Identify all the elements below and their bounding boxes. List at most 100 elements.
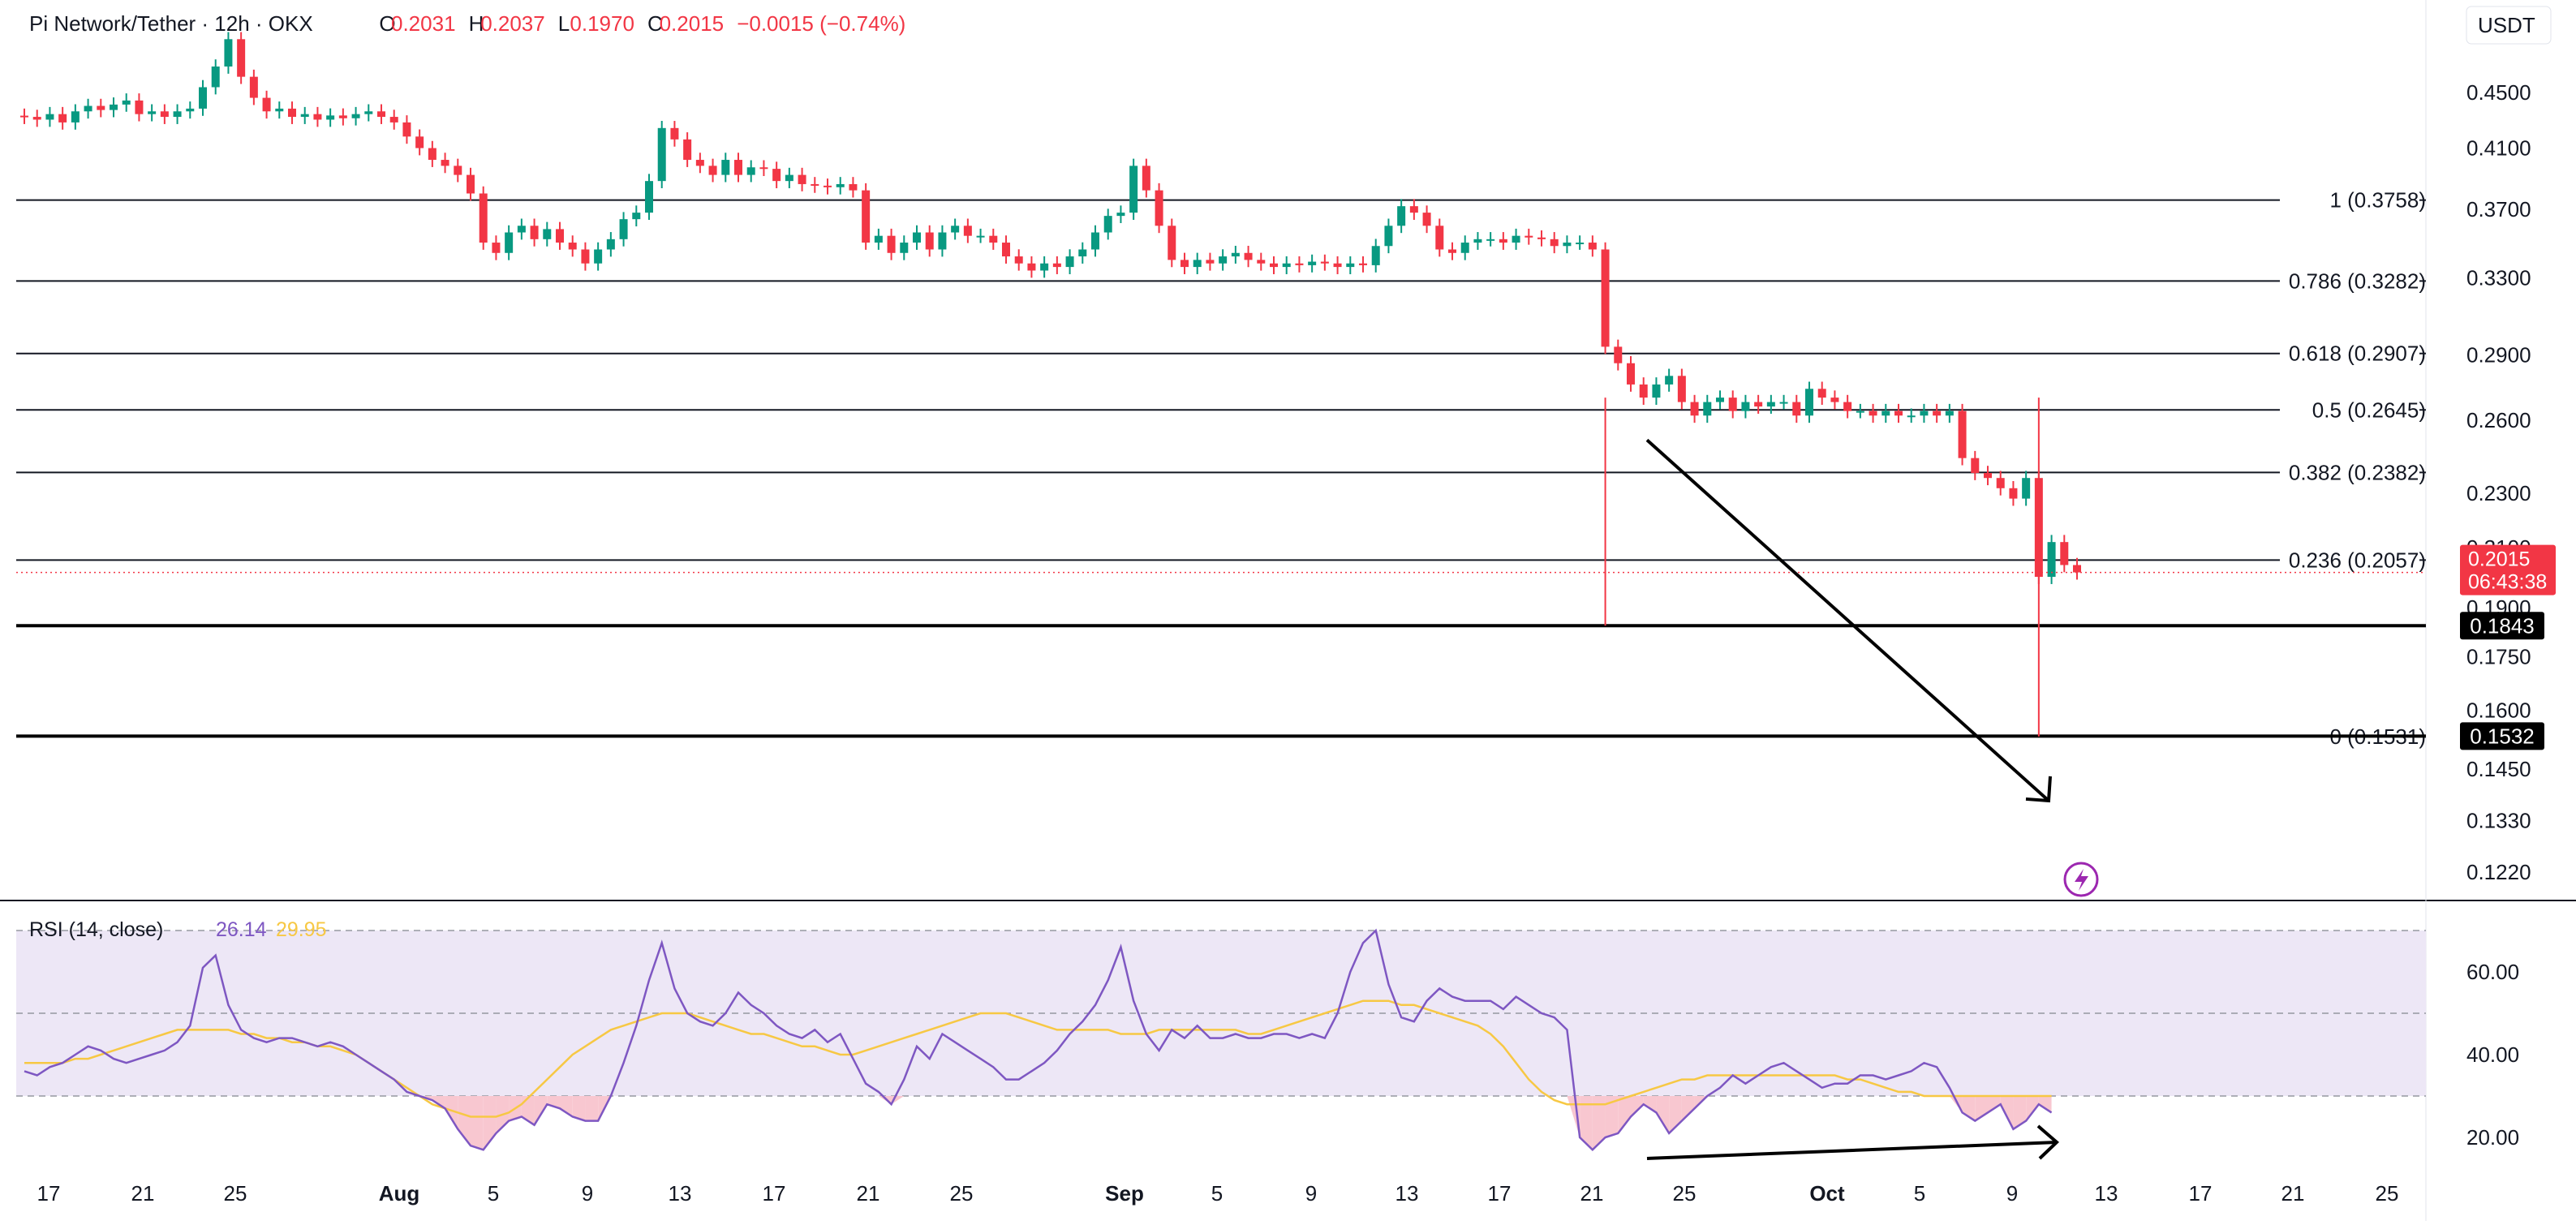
candle-body (1907, 415, 1916, 418)
candle-body (1690, 402, 1699, 416)
candle-body (1665, 376, 1674, 385)
candle-body (1435, 226, 1444, 250)
candle-body (543, 229, 552, 239)
candle-body (1040, 263, 1049, 271)
candle-body (1244, 252, 1253, 260)
candle-body (135, 100, 144, 114)
rsi-axis-tick: 60.00 (2466, 960, 2519, 984)
time-axis-tick: 9 (582, 1181, 593, 1206)
candle-body (530, 226, 539, 239)
candle-body (874, 235, 883, 243)
candle-body (1320, 261, 1329, 264)
price-axis-tick: 0.2600 (2466, 408, 2531, 432)
support-price-tag (2460, 612, 2544, 640)
candle-body (71, 111, 80, 122)
candle-body (275, 108, 284, 112)
candle-body (415, 136, 424, 148)
fib-level-label: 0.236 (0.2057) (2289, 548, 2426, 572)
candle-body (1881, 410, 1890, 416)
time-axis-tick: 17 (2189, 1181, 2213, 1206)
candle-body (1270, 263, 1278, 268)
candle-body (900, 243, 909, 253)
candle-body (759, 167, 768, 170)
rsi-oversold-fill (534, 1096, 548, 1125)
rsi-oversold-fill (2013, 1096, 2027, 1129)
candle-body (1703, 402, 1712, 416)
rsi-oversold-fill (572, 1096, 586, 1121)
rsi-oversold-fill (1656, 1096, 1670, 1133)
candle-body (989, 235, 998, 243)
rsi-oversold-fill (445, 1096, 458, 1129)
candle-body (1601, 249, 1610, 347)
time-axis-tick: Oct (1809, 1181, 1845, 1206)
candle-body (1422, 213, 1431, 226)
rsi-oversold-fill (560, 1096, 573, 1117)
candle-body (1384, 226, 1393, 247)
time-axis-tick: 17 (37, 1181, 61, 1206)
rsi-legend-name: RSI (14, close) (29, 918, 163, 941)
candle-body (824, 185, 832, 187)
candle-body (351, 114, 360, 118)
time-axis-tick: 17 (1488, 1181, 1512, 1206)
candle-body (224, 39, 233, 67)
candle-body (1346, 263, 1355, 268)
time-axis-tick: 21 (1580, 1181, 1604, 1206)
support-price-tag (2460, 722, 2544, 750)
candle-body (1576, 243, 1585, 245)
candle-body (1741, 402, 1750, 411)
candle-body (1614, 346, 1623, 363)
candle-body (695, 160, 704, 166)
candle-body (556, 229, 564, 243)
rsi-oversold-fill (1580, 1096, 1593, 1150)
candle-body (683, 139, 692, 161)
candle-body (746, 167, 755, 175)
candle-body (377, 111, 385, 118)
candle-body (1984, 472, 1992, 479)
candle-body (1945, 410, 1954, 416)
candle-body (1537, 237, 1546, 239)
candle-body (1397, 206, 1406, 226)
price-axis-tick: 0.4500 (2466, 80, 2531, 105)
rsi-oversold-fill (1605, 1096, 1619, 1137)
candle-body (1231, 252, 1240, 257)
candle-body (1805, 389, 1813, 416)
low-value: 0.1970 (570, 11, 634, 36)
candle-body (1766, 402, 1775, 407)
time-axis-tick: 25 (224, 1181, 247, 1206)
time-axis-tick: 9 (2006, 1181, 2018, 1206)
candle-body (1588, 243, 1597, 250)
candle-body (1971, 458, 1980, 473)
candle-body (45, 114, 54, 120)
candle-body (925, 232, 934, 250)
time-axis-tick: 25 (1673, 1181, 1697, 1206)
candle-body (568, 243, 577, 250)
candle-body (1460, 243, 1469, 253)
price-axis-tick: 0.1750 (2466, 644, 2531, 668)
candle-body (836, 183, 845, 187)
candle-body (262, 97, 271, 112)
rsi-oversold-fill (471, 1096, 484, 1150)
candle-body (517, 226, 526, 233)
currency-button[interactable] (2466, 6, 2552, 45)
high-value: 0.2037 (480, 11, 545, 36)
candle-body (1754, 402, 1763, 407)
candle-body (249, 76, 258, 98)
candle-body (32, 117, 41, 120)
time-axis-tick: 21 (2281, 1181, 2305, 1206)
price-axis-tick: 0.1220 (2466, 860, 2531, 884)
candle-body (2073, 565, 2081, 573)
rsi-axis-tick: 40.00 (2466, 1042, 2519, 1067)
candle-body (1817, 389, 1826, 398)
fib-level-label: 0.786 (0.3282) (2289, 269, 2426, 293)
time-axis-tick: 21 (131, 1181, 155, 1206)
rsi-oversold-fill (547, 1096, 560, 1109)
close-label: C (647, 11, 663, 36)
candle-body (492, 243, 501, 253)
down-trend-arrow-line (1645, 438, 2050, 802)
candle-body (338, 115, 347, 118)
candle-body (402, 122, 411, 137)
candle-body (606, 239, 615, 250)
time-axis-tick: Sep (1105, 1181, 1144, 1206)
